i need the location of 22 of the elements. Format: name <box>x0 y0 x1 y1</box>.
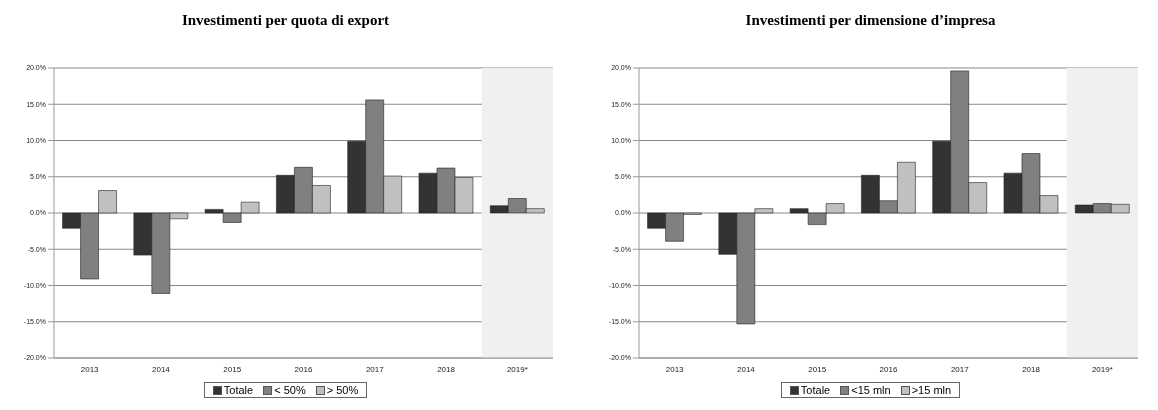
x-tick-label: 2016 <box>294 364 313 374</box>
x-tick-label: 2018 <box>1022 364 1041 374</box>
x-tick-label: 2014 <box>152 364 171 374</box>
legend-label: < 50% <box>274 384 306 396</box>
x-tick-label: 2015 <box>223 364 242 374</box>
chart-title: Investimenti per quota di export <box>180 11 391 30</box>
x-tick-label: 2019* <box>506 364 528 374</box>
x-tick-label: 2017 <box>365 364 385 374</box>
legend-label: > 50% <box>326 384 359 396</box>
legend-label: Totale <box>800 384 831 396</box>
legend-label: Totale <box>223 384 254 396</box>
x-tick-label: 2014 <box>737 364 756 374</box>
legend-label: >15 mln <box>911 384 952 396</box>
x-tick-label: 2018 <box>437 364 456 374</box>
x-tick-label: 2015 <box>808 364 827 374</box>
x-tick-label: 2013 <box>665 364 685 374</box>
chart-title: Investimenti per dimensione d’impresa <box>744 11 997 30</box>
x-tick-label: 2016 <box>879 364 898 374</box>
x-tick-label: 2019* <box>1091 364 1113 374</box>
x-tick-label: 2013 <box>80 364 100 374</box>
x-tick-label: 2017 <box>950 364 970 374</box>
legend-label: <15 mln <box>851 384 891 396</box>
